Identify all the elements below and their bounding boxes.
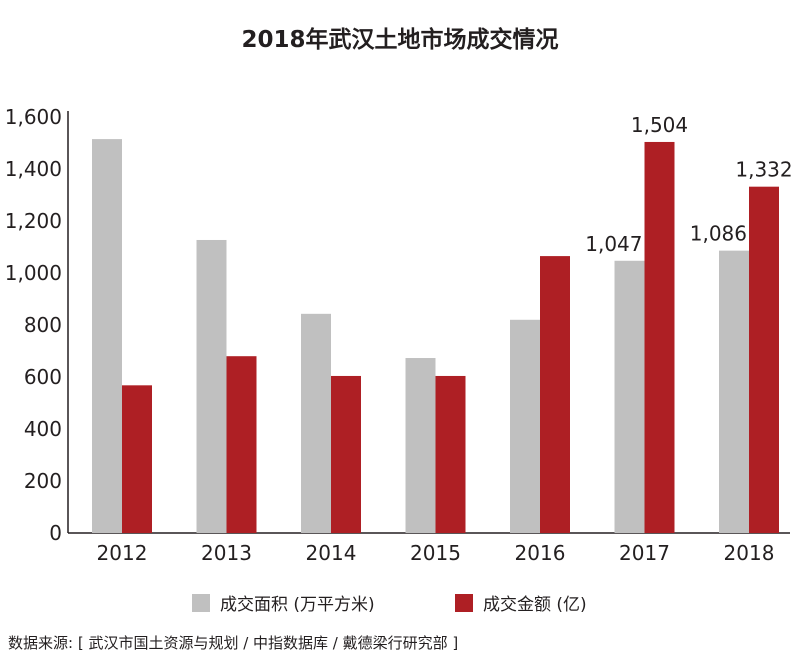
- y-tick-label: 200: [24, 469, 62, 493]
- data-label: 1,504: [631, 113, 688, 137]
- x-tick-label: 2017: [619, 541, 670, 565]
- x-tick-label: 2018: [724, 541, 775, 565]
- data-label: 1,047: [585, 232, 642, 256]
- y-tick-label: 0: [49, 521, 62, 545]
- bar-chart: 0 200 400 600 800 1,000 1,200 1,400 1,600 2012 201…: [5, 105, 793, 565]
- legend-swatch-area: [192, 593, 210, 612]
- bar-area: [196, 239, 227, 534]
- bar-area: [719, 250, 749, 533]
- y-tick-label: 1,600: [5, 105, 62, 129]
- x-tick-label: 2015: [410, 541, 461, 565]
- y-tick-label: 1,000: [5, 261, 62, 285]
- bar-area: [405, 358, 436, 533]
- x-tick-label: 2016: [515, 541, 566, 565]
- bar-amount: [122, 385, 152, 533]
- bar-area: [92, 139, 122, 533]
- y-tick-label: 800: [24, 313, 62, 337]
- legend-item-amount: 成交金额 (亿): [455, 590, 587, 615]
- bar-amount: [331, 375, 361, 533]
- bar-area: [301, 313, 331, 533]
- bar-amount: [435, 375, 466, 533]
- x-tick-label: 2012: [97, 541, 148, 565]
- legend-swatch-amount: [455, 593, 473, 612]
- y-tick-label: 1,400: [5, 157, 62, 181]
- legend-item-area: 成交面积 (万平方米): [192, 590, 375, 615]
- bar-amount: [644, 141, 675, 533]
- x-tick-label: 2014: [306, 541, 357, 565]
- bar-area: [614, 260, 645, 533]
- legend-label-area: 成交面积 (万平方米): [220, 595, 375, 615]
- bar-amount: [540, 256, 570, 533]
- bar-area: [510, 319, 540, 533]
- bar-amount: [226, 356, 257, 533]
- y-tick-label: 600: [24, 365, 62, 389]
- y-tick-label: 400: [24, 417, 62, 441]
- x-tick-label: 2013: [201, 541, 252, 565]
- legend-label-amount: 成交金额 (亿): [483, 595, 587, 615]
- chart-title: 2018年武汉土地市场成交情况: [241, 27, 559, 53]
- data-label: 1,332: [735, 158, 792, 182]
- bar-amount: [749, 186, 779, 533]
- data-label: 1,086: [690, 222, 747, 246]
- legend: 成交面积 (万平方米) 成交金额 (亿): [0, 590, 800, 616]
- source-note: 数据来源: [ 武汉市国土资源与规划 / 中指数据库 / 戴德梁行研究部 ]: [8, 634, 459, 652]
- y-tick-label: 1,200: [5, 209, 62, 233]
